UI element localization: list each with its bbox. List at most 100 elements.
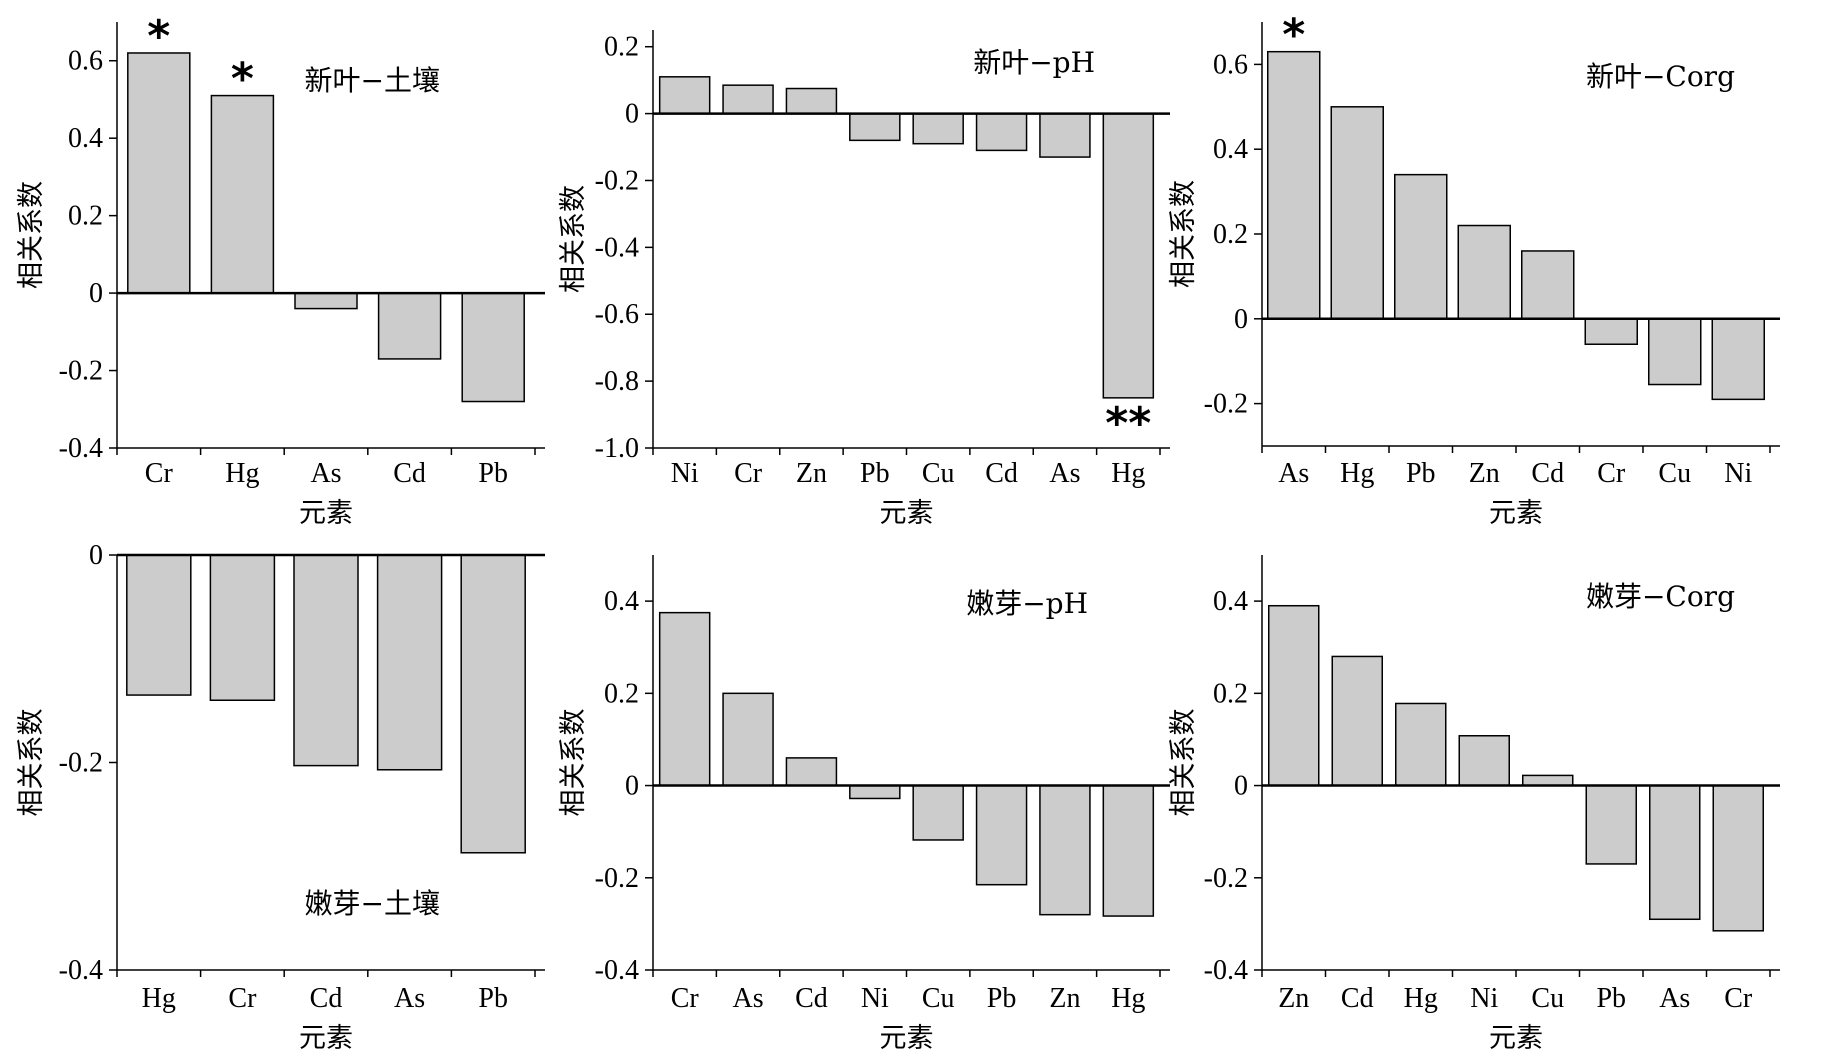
- significance-marker: *: [231, 54, 254, 105]
- y-tick-label: 0.2: [1213, 678, 1248, 709]
- y-tick-label: -0.8: [595, 366, 639, 397]
- category-label: As: [733, 983, 764, 1014]
- category-label: Ni: [1724, 458, 1752, 489]
- chart-title: 嫩芽−pH: [966, 587, 1088, 620]
- bar-cr: [127, 52, 191, 294]
- x-axis-title: 元素: [1489, 1023, 1543, 1054]
- y-tick-label: -0.4: [59, 955, 103, 986]
- bar-zn: [1457, 224, 1511, 320]
- y-tick-label: 0: [1234, 771, 1248, 802]
- y-tick-label: -0.2: [59, 356, 103, 387]
- chart-panel-bud-soil: -0.4 -0.2 0 Hg Cr Cd As Pb 元素 相关系数 嫩芽−土壤: [0, 530, 560, 1063]
- category-label: Zn: [1278, 983, 1309, 1014]
- bar-cr: [722, 84, 774, 115]
- y-tick-label: -0.6: [595, 299, 639, 330]
- bar-cd: [1331, 655, 1383, 787]
- bar-pb: [849, 112, 901, 142]
- y-tick-label: 0.2: [1213, 219, 1248, 250]
- y-tick-label: 0.4: [68, 123, 103, 154]
- category-label: Hg: [1111, 983, 1145, 1014]
- category-label: Zn: [1049, 983, 1080, 1014]
- chart-title: 新叶−土壤: [305, 64, 440, 97]
- category-label: Cu: [1531, 983, 1564, 1014]
- y-tick-label: -1.0: [595, 433, 639, 464]
- bar-hg: [1102, 784, 1155, 917]
- bar-as: [1267, 50, 1321, 320]
- y-tick-label: -0.2: [59, 748, 103, 779]
- y-tick-label: 0.2: [604, 32, 639, 63]
- x-axis-title: 元素: [880, 1023, 934, 1054]
- bar-as: [376, 554, 443, 771]
- bar-ni: [1458, 735, 1510, 787]
- chart-svg: -1.0 -0.8 -0.6 -0.4 -0.2 0 0.2 Ni Cr Zn Pb Cu Cd As Hg…: [558, 30, 1170, 529]
- chart-panel-leaf-corg: -0.2 0 0.2 0.4 0.6 As * Hg Pb Zn Cd Cr Cu Ni 元素 相关系数 新叶−…: [1168, 0, 1831, 530]
- chart-svg: -0.4 -0.2 0 0.2 0.4 Zn Cd Hg Ni Cu Pb As Cr 元素 相关系数 嫩芽−…: [1168, 555, 1780, 1054]
- category-label: Ni: [671, 458, 699, 489]
- bar-zn: [1039, 784, 1091, 916]
- chart-svg: -0.4 -0.2 0 0.2 0.4 Cr As Cd Ni Cu Pb Zn Hg 元素 相关系数 嫩芽−…: [558, 555, 1170, 1054]
- chart-title: 嫩芽−Corg: [1586, 580, 1735, 613]
- y-tick-label: 0: [625, 99, 639, 130]
- y-tick-label: -0.4: [1204, 955, 1248, 986]
- y-axis-title: 相关系数: [16, 181, 47, 289]
- bar-pb: [975, 784, 1028, 886]
- bar-cd: [293, 554, 359, 767]
- y-tick-label: -0.4: [59, 433, 103, 464]
- category-label: Cd: [1531, 458, 1564, 489]
- category-label: Pb: [1406, 458, 1436, 489]
- y-tick-label: -0.4: [595, 955, 639, 986]
- category-label: Pb: [478, 983, 508, 1014]
- chart-title: 新叶−pH: [973, 46, 1095, 79]
- y-tick-label: -0.2: [595, 863, 639, 894]
- chart-title: 嫩芽−土壤: [305, 887, 440, 920]
- bar-pb: [1394, 173, 1448, 320]
- category-label: Cu: [922, 983, 955, 1014]
- category-label: Cu: [922, 458, 955, 489]
- category-label: Pb: [478, 458, 508, 489]
- category-label: Cd: [1341, 983, 1374, 1014]
- category-label: Pb: [860, 458, 890, 489]
- y-tick-label: 0.6: [68, 46, 103, 77]
- bar-cr: [1712, 784, 1764, 932]
- y-tick-label: 0.4: [1213, 586, 1248, 617]
- chart-panel-bud-corg: -0.4 -0.2 0 0.2 0.4 Zn Cd Hg Ni Cu Pb As Cr 元素 相关系数 嫩芽−…: [1168, 530, 1831, 1063]
- bar-cd: [1521, 250, 1575, 320]
- x-axis-title: 元素: [880, 498, 934, 529]
- chart-panel-bud-ph: -0.4 -0.2 0 0.2 0.4 Cr As Cd Ni Cu Pb Zn Hg 元素 相关系数 嫩芽−…: [558, 530, 1170, 1063]
- bar-ni: [1711, 318, 1765, 401]
- y-axis-title: 相关系数: [558, 709, 589, 817]
- category-label: Hg: [1404, 983, 1438, 1014]
- y-tick-label: -0.4: [595, 232, 639, 263]
- bar-cr: [209, 554, 276, 701]
- category-label: Cr: [228, 983, 257, 1014]
- category-label: Ni: [861, 983, 889, 1014]
- bar-cr: [658, 611, 711, 787]
- significance-marker: *: [1282, 10, 1305, 61]
- bar-as: [722, 692, 774, 787]
- y-tick-label: 0: [625, 771, 639, 802]
- y-axis-title: 相关系数: [16, 709, 47, 817]
- category-label: Cd: [985, 458, 1018, 489]
- category-label: Cr: [1724, 983, 1753, 1014]
- bar-cd: [377, 292, 442, 360]
- y-tick-label: 0: [89, 540, 103, 571]
- bar-pb: [1585, 784, 1637, 865]
- y-tick-label: 0.4: [1213, 134, 1248, 165]
- category-label: Zn: [1469, 458, 1500, 489]
- category-label: Cu: [1658, 458, 1691, 489]
- bar-zn: [785, 87, 838, 115]
- bar-as: [1039, 112, 1091, 158]
- bar-hg: [126, 554, 192, 696]
- y-tick-label: 0.2: [68, 201, 103, 232]
- category-label: As: [394, 983, 425, 1014]
- category-label: Cd: [795, 983, 828, 1014]
- significance-marker: **: [1105, 398, 1151, 449]
- y-axis-title: 相关系数: [1168, 180, 1199, 288]
- category-label: Hg: [225, 458, 259, 489]
- x-axis-title: 元素: [299, 1023, 353, 1054]
- y-axis-title: 相关系数: [1168, 709, 1199, 817]
- bar-hg: [1102, 112, 1155, 399]
- chart-panel-leaf-soil: -0.4 -0.2 0 0.2 0.4 0.6 Cr * Hg * As Cd Pb 元素 相关系数 新叶−土…: [0, 0, 560, 530]
- y-tick-label: -0.2: [1204, 389, 1248, 420]
